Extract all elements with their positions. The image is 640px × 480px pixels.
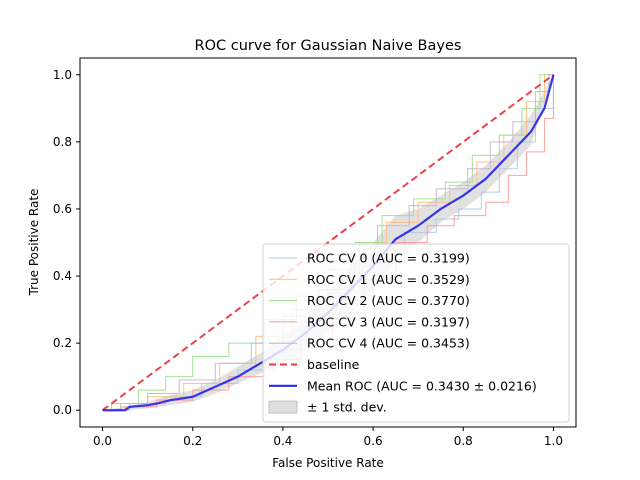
legend-label: Mean ROC (AUC = 0.3430 ± 0.0216): [307, 378, 537, 393]
x-axis-label: False Positive Rate: [272, 456, 384, 470]
axis-ticks: 0.0 0.0 0.2 0.2 0.4 0.4 0.6 0.6 0.8 0.8 1.0 1.0: [53, 68, 563, 448]
x-tick-label: 1.0: [544, 434, 563, 448]
axes-frame: [79, 57, 577, 428]
legend-swatch: [268, 400, 298, 414]
legend-label: ROC CV 3 (AUC = 0.3197): [307, 314, 470, 329]
legend-label: ROC CV 4 (AUC = 0.3453): [307, 336, 470, 351]
y-tick-label: 0.4: [53, 269, 72, 283]
y-tick-label: 0.8: [53, 135, 72, 149]
legend-label: baseline: [307, 357, 360, 372]
x-tick-label: 0.2: [183, 434, 202, 448]
legend-label: ROC CV 1 (AUC = 0.3529): [307, 272, 470, 287]
y-tick-label: 0.0: [53, 403, 72, 417]
legend-box: [262, 243, 570, 423]
legend-label: ROC CV 0 (AUC = 0.3199): [307, 251, 470, 266]
x-tick-label: 0.0: [93, 434, 112, 448]
y-tick-label: 0.6: [53, 202, 72, 216]
y-axis-label: True Positive Rate: [27, 189, 41, 297]
x-tick-label: 0.4: [273, 434, 292, 448]
x-tick-label: 0.8: [454, 434, 473, 448]
x-tick-label: 0.6: [364, 434, 383, 448]
legend-label: ± 1 std. dev.: [307, 400, 387, 415]
legend-label: ROC CV 2 (AUC = 0.3770): [307, 293, 470, 308]
y-tick-label: 1.0: [53, 68, 72, 82]
chart-title: ROC curve for Gaussian Naive Bayes: [195, 38, 462, 54]
legend: ROC CV 0 (AUC = 0.3199) ROC CV 1 (AUC = 0…: [262, 243, 570, 423]
y-tick-label: 0.2: [53, 336, 72, 350]
series-line-5: [101, 73, 555, 412]
